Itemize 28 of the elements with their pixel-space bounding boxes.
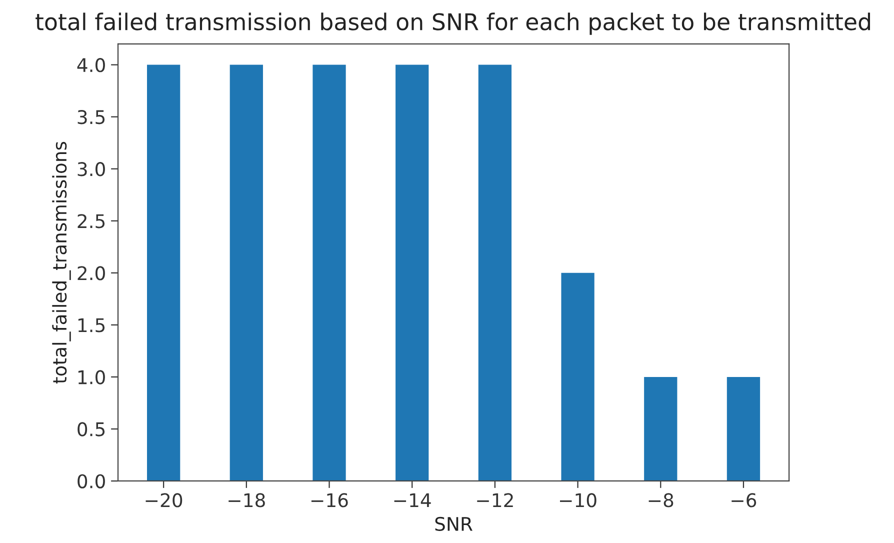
x-tick-label: −14	[394, 493, 431, 508]
y-tick-label: 1.0	[78, 370, 105, 384]
bar	[230, 64, 263, 481]
bar	[312, 64, 346, 481]
x-tick-label: −12	[477, 493, 513, 508]
bar	[561, 272, 594, 481]
bar	[478, 64, 512, 481]
y-tick-label: 0.0	[78, 474, 105, 488]
x-axis-title: SNR	[435, 516, 472, 532]
y-tick-label: 2.0	[78, 266, 105, 280]
x-tick-label: −10	[560, 493, 596, 508]
bar	[644, 376, 678, 481]
y-tick-label: 2.5	[78, 214, 105, 228]
x-tick-label: −6	[732, 493, 756, 508]
bar	[147, 64, 180, 481]
y-tick-label: 4.0	[77, 58, 105, 72]
chart-title: total failed transmission based on SNR for each packet to be transmitted	[36, 12, 870, 35]
y-axis-title: total_failed_transmissions	[52, 142, 71, 384]
x-tick-label: −20	[146, 493, 182, 508]
bar	[726, 376, 760, 481]
x-tick-label: −8	[648, 493, 674, 508]
y-tick-label: 3.0	[78, 162, 105, 176]
y-tick-label: 0.5	[78, 422, 105, 436]
bar	[396, 64, 429, 481]
x-tick-label: −16	[311, 493, 348, 508]
y-tick-label: 1.5	[78, 318, 105, 332]
x-tick-label: −18	[228, 493, 265, 508]
y-tick-label: 3.5	[78, 110, 105, 124]
